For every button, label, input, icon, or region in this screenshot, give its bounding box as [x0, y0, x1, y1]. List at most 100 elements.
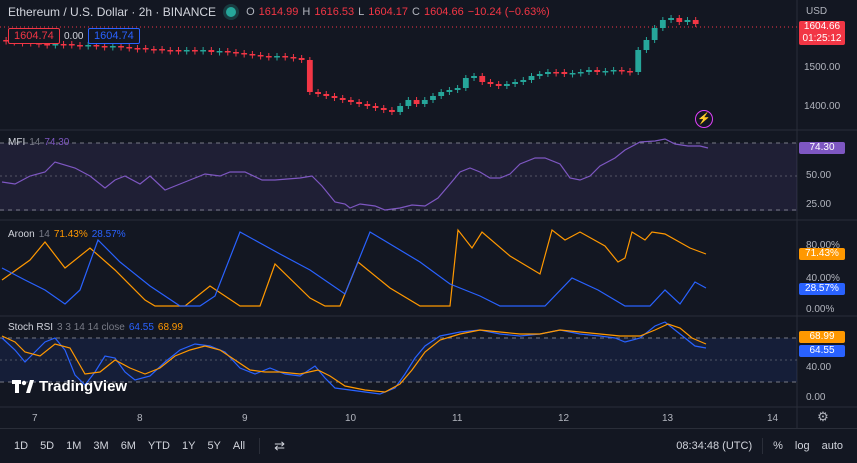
candle-body — [159, 49, 165, 51]
aroon-legend: Aroon 14 71.43% 28.57% — [8, 229, 126, 240]
aroon-up-line — [1, 228, 707, 307]
candle-body — [224, 51, 231, 53]
candle-body — [684, 20, 691, 22]
stoch-tick-0: 0.00 — [806, 392, 826, 403]
mfi-name[interactable]: MFI — [8, 137, 26, 148]
candle-body — [142, 48, 149, 50]
candle-body — [692, 20, 699, 24]
candle-body — [109, 46, 116, 48]
candle-body — [643, 40, 650, 50]
currency-label[interactable]: USD — [806, 6, 828, 17]
mfi-line — [1, 138, 709, 211]
candle-body — [339, 98, 346, 100]
toolbar-divider — [259, 438, 261, 454]
stoch-name[interactable]: Stoch RSI — [8, 322, 54, 333]
range-3m-button[interactable]: 3M — [93, 440, 109, 452]
log-toggle[interactable]: log — [794, 440, 810, 452]
tradingview-watermark[interactable]: TradingView — [12, 378, 127, 395]
candle-body — [512, 82, 518, 84]
candle-body — [569, 73, 576, 75]
date-range-icon[interactable]: ⇄ — [274, 438, 286, 453]
candle-body — [462, 78, 469, 88]
toolbar-divider-2 — [762, 438, 764, 454]
stoch-d-tag: 68.99 — [799, 331, 845, 343]
mfi-band — [0, 143, 797, 211]
auto-toggle[interactable]: auto — [821, 440, 843, 452]
stoch-k-line — [1, 321, 707, 395]
candle-body — [668, 18, 674, 20]
range-5y-button[interactable]: 5Y — [207, 440, 221, 452]
candle-body — [561, 72, 568, 74]
market-status-icon — [226, 7, 237, 17]
open-value: 1614.99 — [258, 6, 299, 18]
sell-button[interactable]: 1604.74 — [8, 28, 60, 44]
high-label: H — [302, 6, 311, 18]
stoch-band — [0, 338, 797, 382]
candle-body — [52, 44, 59, 46]
candle-body — [249, 54, 256, 56]
watermark-text: TradingView — [39, 378, 128, 395]
time-label-8: 8 — [137, 413, 143, 424]
candle-body — [44, 44, 51, 46]
range-6m-button[interactable]: 6M — [120, 440, 136, 452]
candle-body — [282, 56, 289, 58]
candle-body — [635, 50, 642, 72]
candle-body — [101, 46, 108, 48]
mfi-value: 74.30 — [44, 137, 70, 148]
candle-body — [676, 18, 683, 22]
open-label: O — [246, 6, 255, 18]
tradingview-logo-icon — [12, 379, 34, 393]
percent-toggle[interactable]: % — [773, 440, 783, 452]
candle-body — [315, 92, 321, 94]
range-1d-button[interactable]: 1D — [14, 440, 29, 452]
candle-body — [618, 70, 625, 72]
range-1m-button[interactable]: 1M — [66, 440, 82, 452]
candle-body — [372, 106, 379, 108]
candle-body — [553, 72, 560, 74]
aroon-up-tag: 71.43% — [799, 248, 845, 260]
candle-body — [233, 52, 239, 54]
bottom-toolbar: 1D 5D 1M 3M 6M YTD 1Y 5Y All ⇄ 08:34:48 … — [0, 428, 857, 463]
candle-body — [150, 49, 157, 51]
aroon-up-value: 71.43% — [53, 229, 88, 240]
candle-body — [85, 45, 92, 47]
time-label-11: 11 — [452, 413, 463, 424]
symbol-title[interactable]: Ethereum / U.S. Dollar · 2h · BINANCE — [8, 5, 217, 19]
candle-body — [479, 76, 486, 82]
candle-body — [602, 71, 609, 73]
candle-body — [298, 58, 305, 60]
candle-body — [183, 50, 190, 52]
candle-body — [290, 57, 297, 59]
stoch-tick-40: 40.00 — [806, 362, 832, 373]
settings-gear-icon[interactable]: ⚙ — [817, 409, 829, 424]
stoch-d-value: 68.99 — [157, 322, 183, 333]
stoch-legend: Stoch RSI 3 3 14 14 close 64.55 68.99 — [8, 322, 183, 333]
range-5d-button[interactable]: 5D — [40, 440, 55, 452]
candle-body — [216, 51, 223, 53]
utc-time[interactable]: 08:34:48 (UTC) — [676, 440, 753, 452]
candle-body — [421, 100, 428, 104]
candle-body — [175, 50, 182, 52]
range-ytd-button[interactable]: YTD — [147, 440, 170, 452]
candle-body — [430, 96, 436, 100]
aroon-name[interactable]: Aroon — [8, 229, 35, 240]
candle-body — [68, 44, 75, 46]
candle-body — [503, 84, 510, 86]
aroon-down-line — [1, 231, 707, 307]
aroon-tick-80: 80.00% — [806, 240, 840, 251]
candle-body — [118, 46, 124, 48]
candle-body — [405, 100, 412, 106]
candle-body — [397, 106, 404, 112]
stoch-d-line — [1, 323, 707, 393]
stoch-k-value: 64.55 — [128, 322, 154, 333]
range-all-button[interactable]: All — [232, 440, 246, 452]
time-label-7: 7 — [32, 413, 38, 424]
range-1y-button[interactable]: 1Y — [181, 440, 196, 452]
buy-button[interactable]: 1604.74 — [88, 28, 140, 44]
close-label: C — [412, 6, 420, 18]
candle-body — [126, 47, 133, 49]
lightning-icon[interactable]: ⚡ — [695, 110, 713, 128]
candle-body — [528, 76, 535, 80]
candle-body — [306, 60, 313, 92]
